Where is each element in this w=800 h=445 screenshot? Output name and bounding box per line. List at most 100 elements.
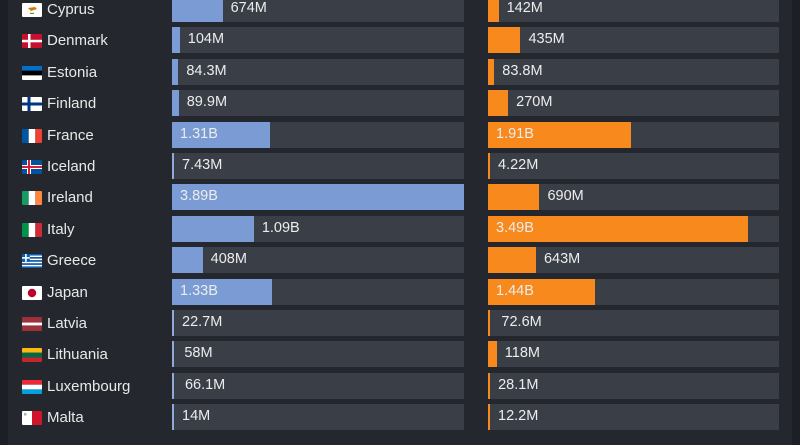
right-bar-track: 690M xyxy=(488,184,779,211)
left-bar-track: 104M xyxy=(172,27,464,54)
left-bar xyxy=(172,341,174,368)
left-bar-track: 22.7M xyxy=(172,310,464,336)
right-value-label: 1.44B xyxy=(496,282,534,299)
right-value-label: 118M xyxy=(504,345,540,362)
right-bar-track: 643M xyxy=(488,247,779,274)
right-bar xyxy=(488,404,490,431)
right-bar xyxy=(488,27,521,54)
country-row: Italy 1.09B 3.49B xyxy=(8,214,792,245)
right-value-label: 83.8M xyxy=(502,62,543,79)
iceland-flag-icon xyxy=(22,160,42,174)
country-label: Latvia xyxy=(47,315,88,332)
left-value-label: 408M xyxy=(210,251,247,268)
left-bar-track: 66.1M xyxy=(172,372,464,399)
left-value-label: 89.9M xyxy=(186,94,228,111)
right-bar-track: 3.49B xyxy=(488,215,779,242)
left-bar-track: 1.31B xyxy=(172,121,464,148)
right-bar-track: 118M xyxy=(488,341,779,368)
country-label: Lithuania xyxy=(47,346,108,364)
left-bar xyxy=(172,153,174,179)
left-value-label: 84.3M xyxy=(186,62,227,79)
right-bar-track: 28.1M xyxy=(488,372,779,399)
right-bar-track: 72.6M xyxy=(488,310,779,336)
left-value-label: 674M xyxy=(230,0,267,16)
country-label: Cyprus xyxy=(47,1,95,18)
left-bar xyxy=(172,121,271,148)
left-bar xyxy=(172,372,174,399)
right-bar-track: 142M xyxy=(488,0,779,22)
right-value-label: 142M xyxy=(506,0,543,16)
left-bar-track: 89.9M xyxy=(172,90,464,117)
left-bar-track: 58M xyxy=(172,341,464,368)
right-value-label: 643M xyxy=(543,251,581,268)
left-bar xyxy=(172,404,174,431)
left-value-label: 66.1M xyxy=(184,376,226,393)
left-value-label: 14M xyxy=(182,408,211,425)
country-label: Ireland xyxy=(47,189,93,207)
right-bar xyxy=(488,90,509,117)
country-row: Lithuania 58M 118M xyxy=(8,339,792,370)
left-value-label: 1.31B xyxy=(180,125,218,142)
left-bar xyxy=(172,215,254,242)
right-bar-track: 1.44B xyxy=(488,278,779,305)
right-value-label: 435M xyxy=(528,31,565,48)
country-row: Ireland 3.89B 690M xyxy=(8,182,792,213)
country-row: Japan 1.33B 1.44B xyxy=(8,277,792,308)
right-bar-track: 435M xyxy=(488,27,779,54)
france-flag-icon xyxy=(22,128,42,143)
italy-flag-icon xyxy=(22,222,42,237)
right-value-label: 690M xyxy=(547,188,584,205)
greece-flag-icon xyxy=(22,254,42,269)
left-bar xyxy=(172,247,203,274)
country-row: France 1.31B 1.91B xyxy=(8,120,792,151)
right-value-label: 28.1M xyxy=(498,376,539,393)
country-label: Greece xyxy=(47,252,97,270)
country-label: Malta xyxy=(47,409,84,427)
latvia-flag-icon xyxy=(22,317,42,331)
left-bar-track: 3.89B xyxy=(172,184,464,211)
right-bar xyxy=(488,341,497,368)
left-bar xyxy=(172,278,272,305)
left-value-label: 7.43M xyxy=(182,157,223,173)
left-bar xyxy=(172,27,180,54)
country-label: Finland xyxy=(47,95,97,113)
right-value-label: 270M xyxy=(516,94,553,111)
country-label: Denmark xyxy=(47,32,108,50)
left-bar-track: 14M xyxy=(172,404,464,431)
left-bar xyxy=(172,90,179,117)
country-label: Italy xyxy=(47,220,75,238)
right-bar xyxy=(488,372,490,399)
country-label: Iceland xyxy=(47,158,96,175)
left-value-label: 58M xyxy=(184,345,213,362)
denmark-flag-icon xyxy=(22,34,42,49)
right-bar xyxy=(488,310,490,336)
right-bar xyxy=(488,0,499,22)
left-value-label: 1.33B xyxy=(180,282,218,299)
left-value-label: 3.89B xyxy=(180,188,218,205)
country-row: Denmark 104M 435M xyxy=(8,25,792,56)
country-row: Iceland 7.43M 4.22M xyxy=(8,151,792,182)
ireland-flag-icon xyxy=(22,191,42,206)
right-value-label: 12.2M xyxy=(498,408,539,425)
country-row: Greece 408M 643M xyxy=(8,245,792,276)
country-label: France xyxy=(47,126,94,144)
left-bar-track: 84.3M xyxy=(172,58,464,85)
right-bar-track: 270M xyxy=(488,90,779,117)
left-bar-track: 674M xyxy=(172,0,464,22)
right-bar xyxy=(488,247,536,274)
left-value-label: 104M xyxy=(187,31,225,48)
right-bar xyxy=(488,215,749,242)
right-bar-track: 4.22M xyxy=(488,153,779,179)
left-bar-track: 408M xyxy=(172,247,464,274)
estonia-flag-icon xyxy=(22,65,42,80)
left-bar xyxy=(172,310,174,336)
left-value-label: 1.09B xyxy=(261,219,300,236)
right-bar xyxy=(488,184,540,211)
country-row: Luxembourg 66.1M 28.1M xyxy=(8,371,792,402)
finland-flag-icon xyxy=(22,97,42,112)
left-bar xyxy=(172,0,223,22)
left-bar xyxy=(172,58,179,85)
country-label: Luxembourg xyxy=(47,377,131,395)
country-label: Estonia xyxy=(47,63,98,81)
left-value-label: 22.7M xyxy=(182,314,223,330)
